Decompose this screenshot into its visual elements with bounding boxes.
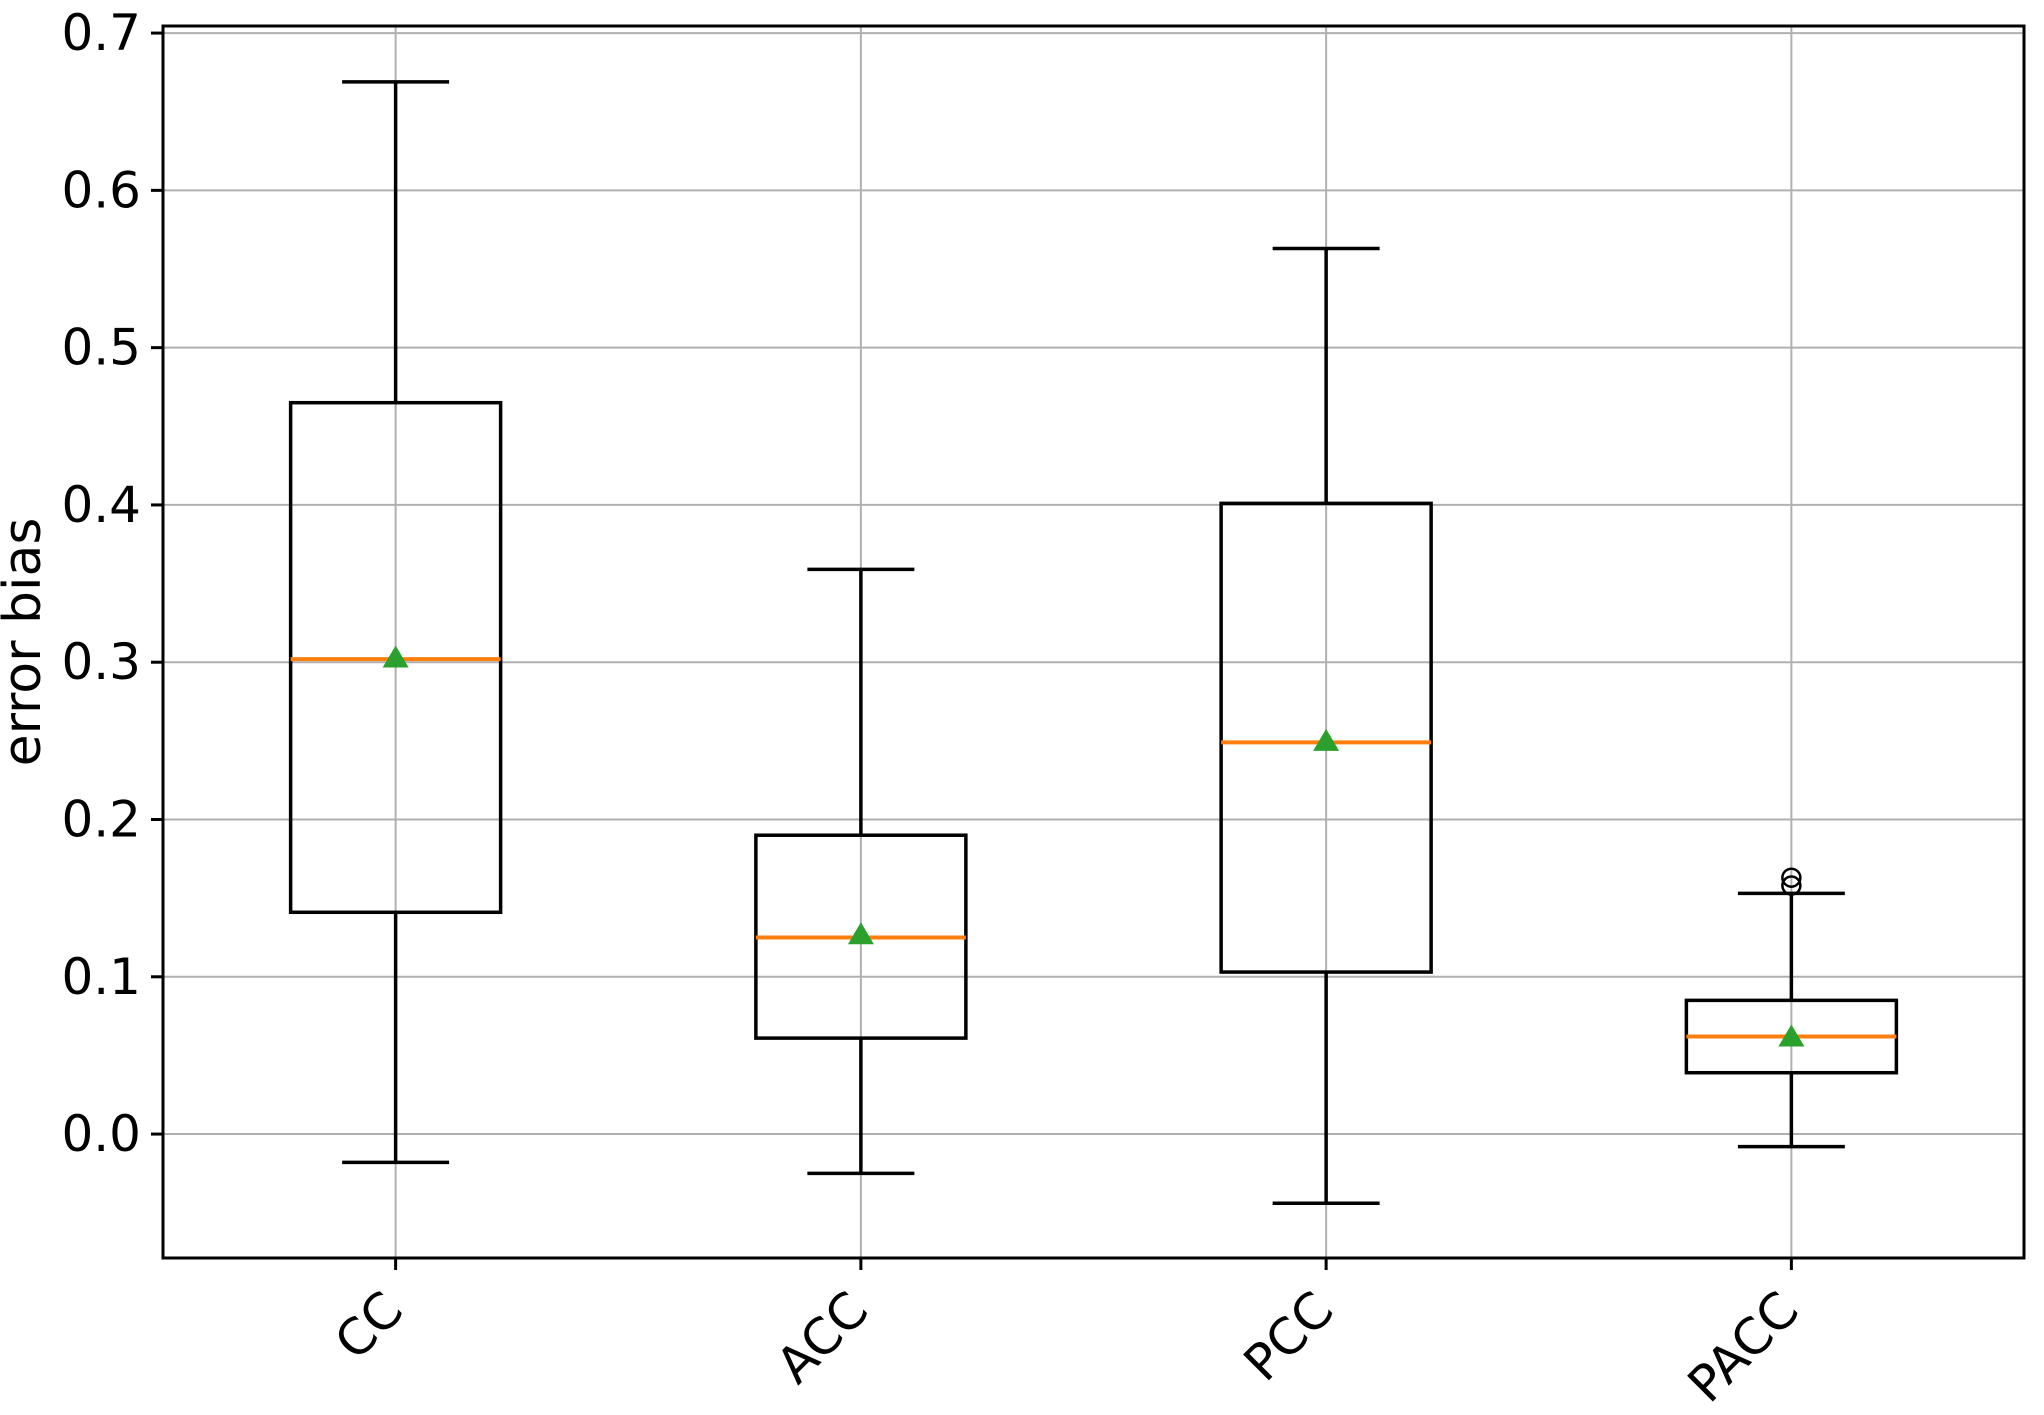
outlier-PACC-1 bbox=[1781, 867, 1802, 888]
plot-spines bbox=[161, 24, 2026, 1260]
ytick-label-0.4: 0.4 bbox=[61, 476, 141, 534]
axis-layer: 0.0 0.1 0.2 0.3 0.4 0.5 0.6 0.7 CC ACC PCC PACC bbox=[61, 4, 2026, 1413]
box-PCC bbox=[1219, 501, 1433, 974]
xtick-label-PCC: PCC bbox=[1233, 1280, 1345, 1392]
box-layer bbox=[288, 80, 1899, 1206]
ytick-label-0.3: 0.3 bbox=[61, 633, 141, 691]
xtick-label-CC: CC bbox=[324, 1280, 414, 1370]
outlier-PACC-0 bbox=[1781, 875, 1802, 896]
xtick-label-ACC: ACC bbox=[765, 1280, 879, 1394]
ytick-label-0.0: 0.0 bbox=[61, 1105, 141, 1163]
ytick-label-0.7: 0.7 bbox=[61, 4, 141, 62]
y-axis-label: error bias bbox=[0, 518, 53, 767]
mean-marker-ACC bbox=[847, 922, 874, 945]
mean-marker-CC bbox=[382, 645, 409, 668]
mean-marker-PCC bbox=[1313, 728, 1340, 751]
ytick-label-0.5: 0.5 bbox=[61, 319, 141, 377]
ytick-label-0.6: 0.6 bbox=[61, 161, 141, 219]
xtick-label-PACC: PACC bbox=[1677, 1280, 1810, 1411]
ytick-label-0.1: 0.1 bbox=[61, 948, 141, 1006]
mean-marker-PACC bbox=[1778, 1024, 1805, 1047]
ytick-label-0.2: 0.2 bbox=[61, 790, 141, 848]
